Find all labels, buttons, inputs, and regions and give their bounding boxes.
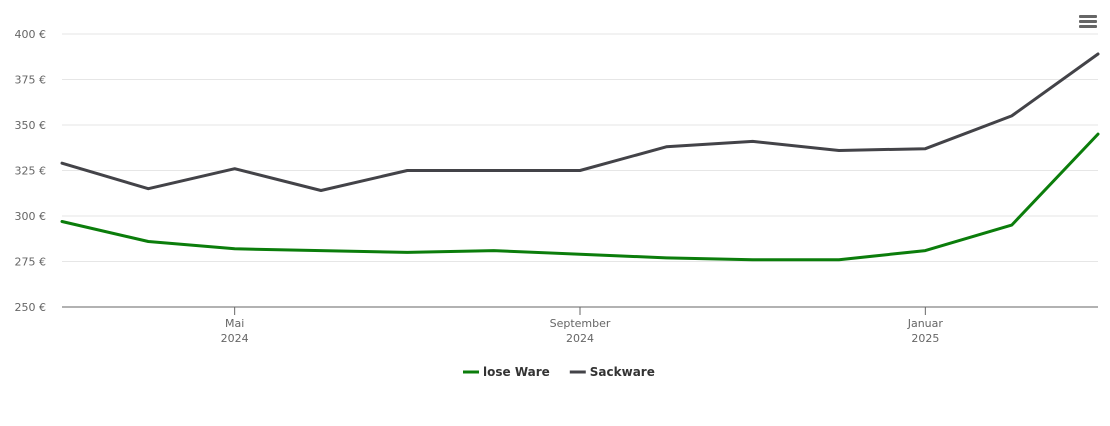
series-line bbox=[60, 52, 1100, 192]
legend: lose Ware Sackware bbox=[463, 365, 655, 379]
y-tick-label: 350 € bbox=[15, 119, 47, 132]
x-tick-label: 2025 bbox=[911, 332, 939, 345]
menu-bar bbox=[1079, 15, 1097, 18]
legend-label: lose Ware bbox=[483, 365, 550, 379]
x-tick-label: 2024 bbox=[221, 332, 249, 345]
y-tick-label: 250 € bbox=[15, 301, 47, 314]
y-tick-label: 300 € bbox=[15, 210, 47, 223]
x-tick-label: 2024 bbox=[566, 332, 594, 345]
menu-bar bbox=[1079, 20, 1097, 23]
menu-bar bbox=[1079, 25, 1097, 28]
x-tick-label: Januar bbox=[907, 317, 944, 330]
y-tick-label: 400 € bbox=[15, 28, 47, 41]
series-line bbox=[60, 132, 1100, 262]
legend-label: Sackware bbox=[590, 365, 655, 379]
menu-button[interactable] bbox=[1079, 15, 1097, 28]
y-tick-label: 325 € bbox=[15, 165, 47, 178]
x-tick-label: September bbox=[550, 317, 611, 330]
y-tick-label: 275 € bbox=[15, 256, 47, 269]
y-tick-label: 375 € bbox=[15, 74, 47, 87]
x-tick-label: Mai bbox=[225, 317, 244, 330]
